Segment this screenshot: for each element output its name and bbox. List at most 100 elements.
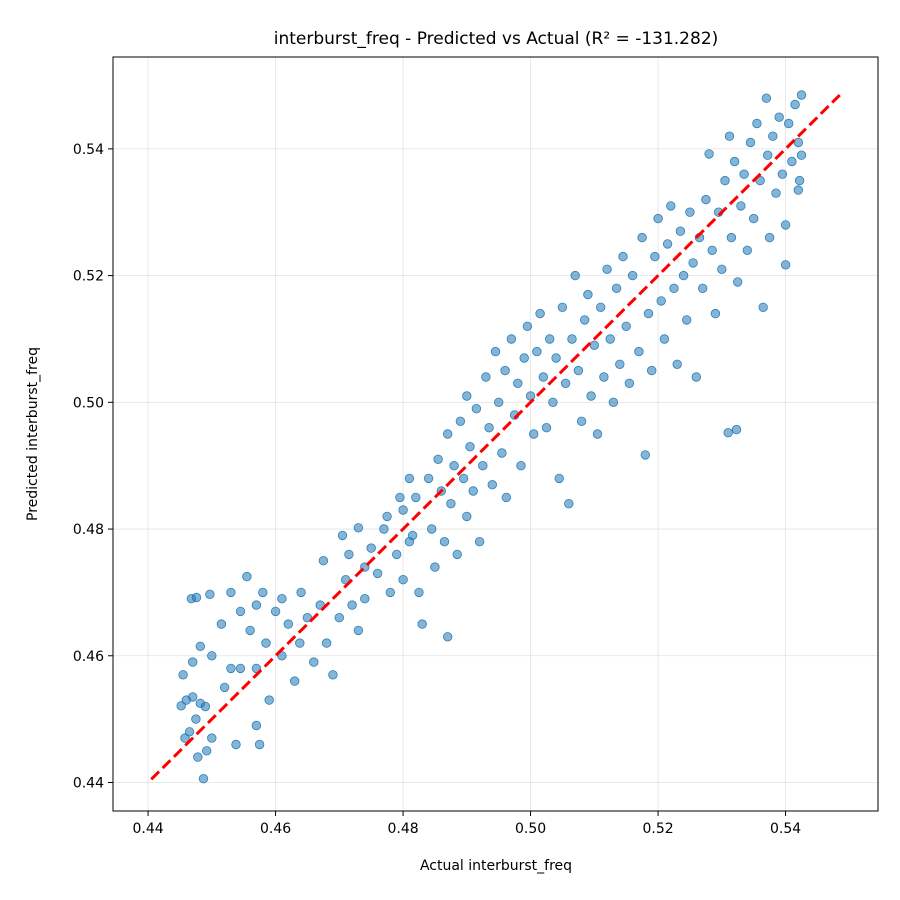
data-point	[481, 372, 491, 382]
data-point	[462, 391, 472, 401]
data-point	[599, 372, 609, 382]
data-point	[723, 428, 733, 438]
data-point	[583, 289, 593, 300]
data-point	[780, 260, 791, 270]
data-point	[195, 641, 206, 652]
data-point	[379, 524, 389, 534]
y-tick-label: 0.44	[73, 775, 104, 791]
data-point	[618, 251, 628, 262]
data-point	[726, 232, 737, 243]
data-point	[497, 448, 507, 458]
data-point	[458, 473, 469, 484]
data-point	[506, 334, 517, 344]
data-point	[522, 321, 533, 332]
data-point	[768, 131, 778, 141]
data-point	[372, 568, 383, 579]
data-point	[624, 378, 635, 389]
data-point	[678, 270, 689, 281]
data-point	[226, 587, 236, 598]
data-point	[392, 549, 402, 560]
data-point	[295, 638, 305, 648]
data-point	[191, 592, 202, 603]
data-point	[557, 302, 568, 313]
data-point	[707, 245, 717, 256]
data-point	[216, 619, 227, 629]
data-point	[261, 638, 271, 648]
data-point	[564, 499, 574, 509]
data-point	[235, 606, 246, 617]
data-point	[382, 511, 392, 522]
data-point	[554, 473, 564, 484]
data-point	[720, 175, 730, 186]
data-point	[207, 733, 217, 743]
data-point	[647, 365, 657, 376]
data-point	[545, 334, 555, 344]
data-point	[423, 473, 434, 484]
data-point	[691, 372, 702, 382]
data-point	[264, 695, 274, 705]
data-point	[793, 137, 804, 148]
y-axis-label: Predicted interburst_freq	[25, 347, 41, 521]
y-tick-label: 0.54	[73, 142, 104, 158]
data-point	[443, 632, 453, 642]
data-point	[777, 169, 788, 179]
data-point	[465, 442, 475, 452]
data-point	[701, 194, 711, 205]
data-point	[430, 562, 440, 572]
y-tick-label: 0.46	[73, 649, 104, 665]
data-point	[187, 692, 198, 702]
grid-lines	[113, 57, 878, 811]
data-point	[525, 391, 536, 401]
data-point	[570, 270, 580, 281]
data-point	[235, 663, 246, 674]
data-point	[283, 619, 294, 629]
data-point	[560, 378, 571, 389]
data-point	[774, 112, 784, 122]
y-tick-label: 0.50	[73, 395, 104, 411]
x-tick-label: 0.48	[387, 821, 418, 837]
data-point	[347, 600, 357, 610]
data-point	[529, 429, 539, 439]
data-point	[484, 423, 494, 433]
data-point	[745, 137, 756, 148]
data-point	[337, 530, 348, 541]
data-point	[309, 657, 319, 667]
data-point	[427, 524, 437, 534]
y-tick-label: 0.48	[73, 522, 104, 538]
y-axis-ticks: 0.44 0.46 0.48 0.50 0.52 0.54	[73, 142, 113, 791]
data-point	[302, 613, 313, 623]
data-point	[290, 676, 300, 686]
data-point	[621, 321, 631, 332]
x-tick-label: 0.46	[260, 821, 291, 837]
data-point	[254, 739, 265, 750]
data-point	[414, 587, 424, 598]
data-point	[366, 543, 376, 553]
data-point	[207, 651, 217, 661]
data-point	[758, 302, 768, 313]
data-point	[685, 207, 695, 217]
data-point	[586, 391, 596, 401]
data-point	[656, 296, 666, 306]
data-point	[417, 619, 427, 629]
data-points	[176, 90, 807, 784]
data-point	[501, 492, 512, 503]
data-point	[219, 682, 230, 693]
data-point	[698, 283, 708, 294]
data-point	[717, 264, 727, 275]
data-point	[682, 315, 692, 325]
data-point	[643, 308, 654, 319]
x-tick-label: 0.44	[132, 821, 163, 837]
data-point	[659, 334, 670, 344]
data-point	[360, 594, 370, 604]
data-point	[627, 270, 638, 281]
data-point	[576, 416, 587, 427]
data-point	[666, 201, 676, 211]
data-point	[193, 752, 203, 762]
data-point	[205, 589, 215, 600]
data-point	[513, 378, 523, 389]
x-tick-label: 0.52	[642, 821, 673, 837]
data-point	[596, 302, 606, 313]
data-point	[251, 600, 262, 610]
data-point	[672, 359, 682, 370]
data-point	[180, 733, 190, 743]
